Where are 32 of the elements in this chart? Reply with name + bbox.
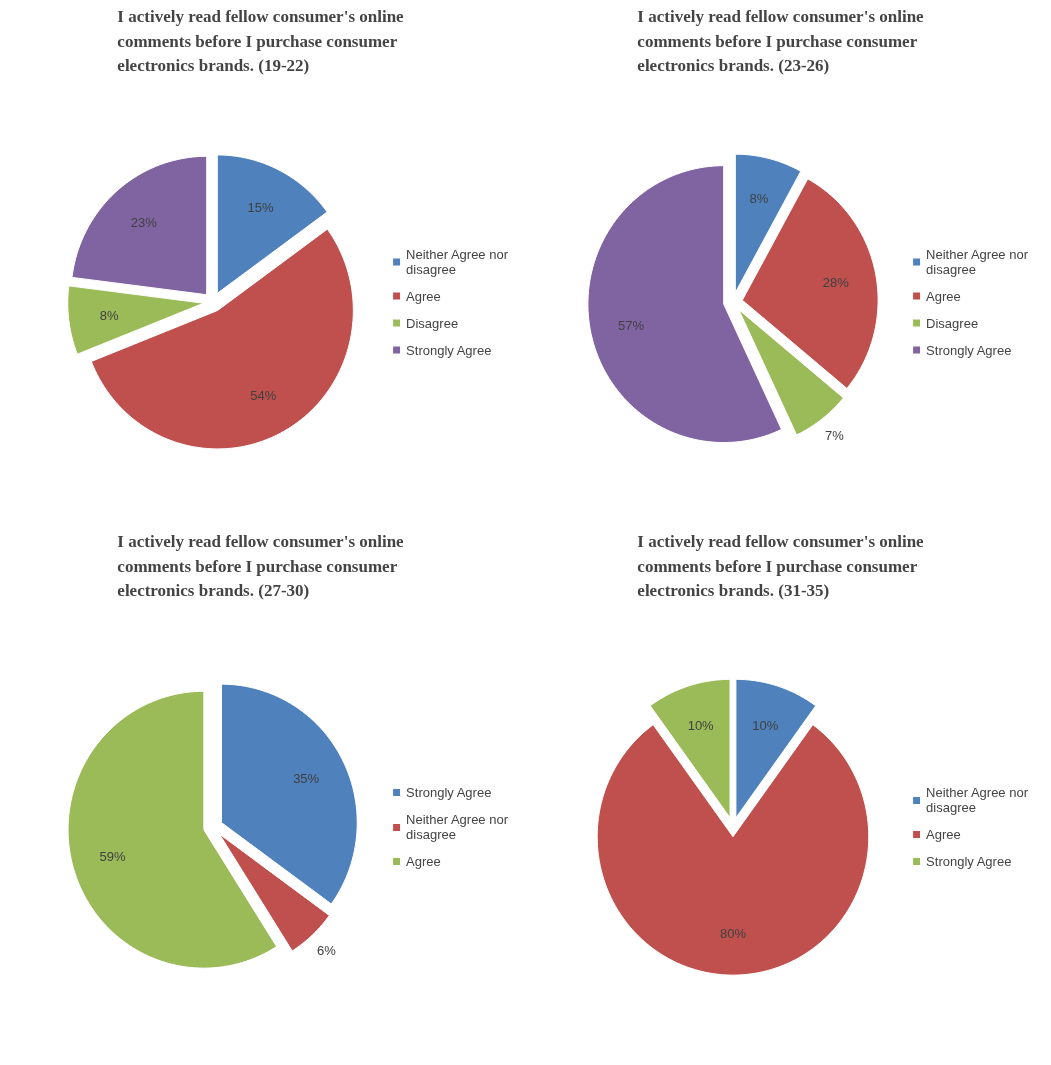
- data-label: 10%: [752, 718, 779, 734]
- data-label: 59%: [99, 849, 127, 865]
- legend-label: Neither Agree nor disagree: [926, 784, 1028, 815]
- legend-label: Agree: [926, 826, 961, 842]
- data-label: 8%: [749, 191, 769, 207]
- legend-label: Agree: [926, 288, 961, 303]
- data-label: 35%: [293, 771, 320, 787]
- legend-label: Neither Agree nor disagree: [406, 811, 508, 842]
- chart-title: I actively read fellow consumer's online comments before I purchase consumer electronics brands. (23-26): [637, 7, 925, 76]
- data-label: 23%: [130, 214, 158, 230]
- data-label: 7%: [825, 427, 845, 443]
- legend-label: Neither Agree nor disagree: [406, 246, 508, 276]
- data-label: 8%: [99, 307, 120, 323]
- legend-label: Strongly Agree: [926, 853, 1012, 869]
- chart-title: I actively read fellow consumer's online comments before I purchase consumer electronics brands. (31-35): [637, 532, 925, 601]
- legend-label: Agree: [406, 288, 441, 303]
- data-label: 10%: [687, 718, 715, 734]
- data-label: 80%: [719, 926, 747, 942]
- data-label: 57%: [617, 317, 645, 333]
- legend-label: Neither Agree nor disagree: [926, 246, 1028, 276]
- chart-title: I actively read fellow consumer's online comments before I purchase consumer electronics brands. (19-22): [117, 7, 405, 76]
- legend-label: Disagree: [406, 315, 459, 330]
- data-label: 15%: [247, 199, 274, 215]
- legend-label: Strongly Agree: [926, 342, 1012, 357]
- legend-label: Strongly Agree: [406, 784, 492, 800]
- data-label: 6%: [316, 942, 337, 958]
- legend-label: Strongly Agree: [406, 342, 492, 357]
- legend-label: Agree: [406, 853, 441, 869]
- data-label: 54%: [250, 387, 277, 403]
- data-label: 28%: [822, 274, 850, 290]
- legend-label: Disagree: [926, 315, 979, 330]
- chart-title: I actively read fellow consumer's online comments before I purchase consumer electronics brands. (27-30): [117, 532, 405, 601]
